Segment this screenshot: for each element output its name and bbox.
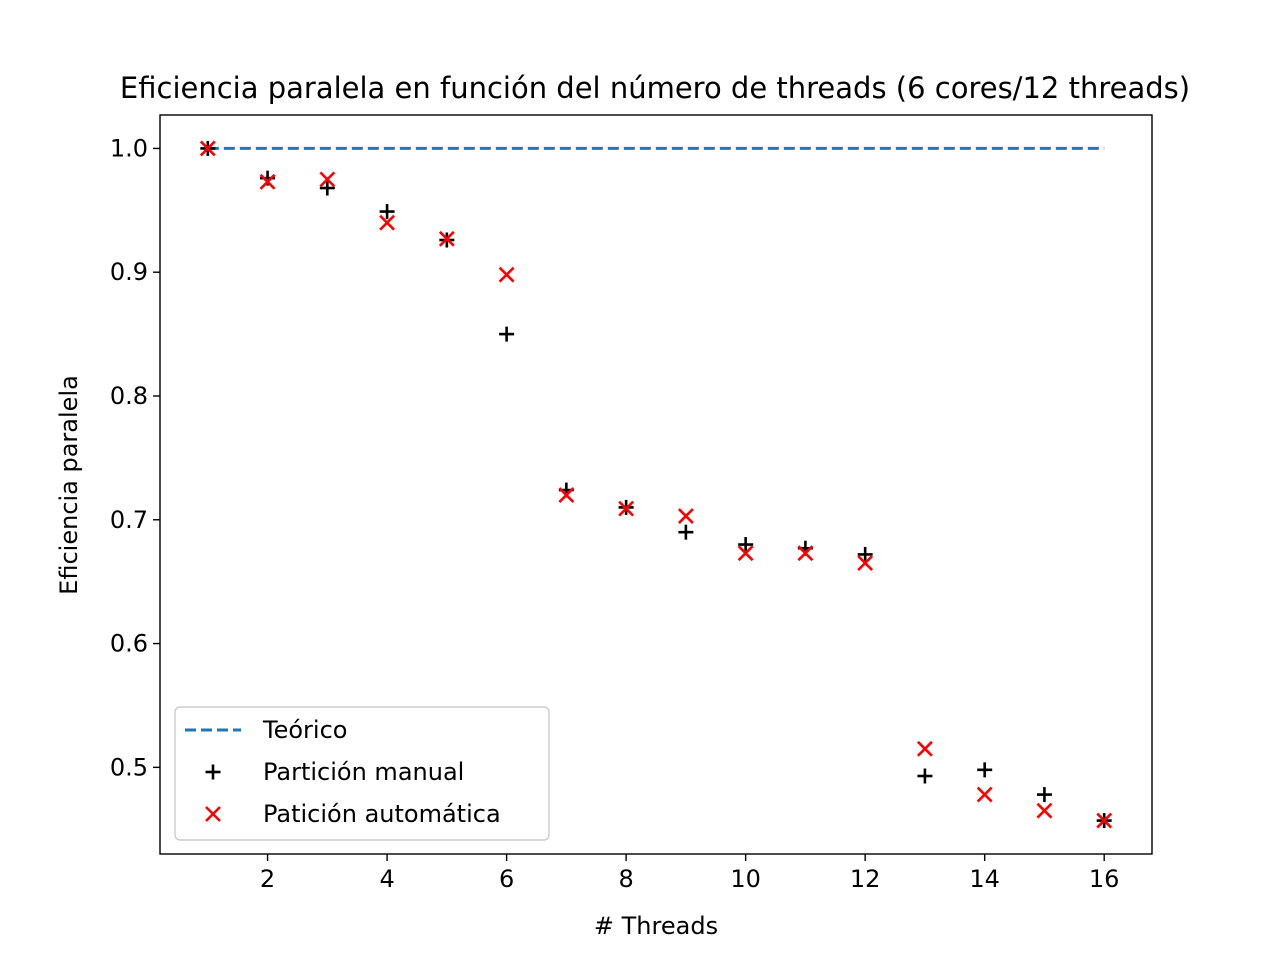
legend-label: Teórico bbox=[262, 716, 347, 744]
chart-title: Eficiencia paralela en función del númer… bbox=[120, 71, 1190, 105]
x-tick-label: 4 bbox=[379, 865, 394, 893]
point-manual bbox=[738, 537, 754, 553]
legend-swatch-automatica bbox=[205, 806, 221, 822]
y-tick-label: 0.9 bbox=[110, 258, 148, 286]
legend-box bbox=[174, 706, 550, 841]
point-automatica bbox=[259, 173, 276, 190]
legend-label: Patición automática bbox=[263, 800, 501, 828]
point-manual bbox=[917, 768, 933, 784]
x-axis-label: # Threads bbox=[594, 912, 718, 940]
point-automatica bbox=[319, 171, 336, 188]
x-stroke-2 bbox=[677, 508, 694, 524]
point-manual bbox=[379, 204, 395, 220]
y-tick-label: 1.0 bbox=[110, 134, 148, 162]
y-tick-label: 0.8 bbox=[110, 382, 148, 410]
x-stroke-2 bbox=[205, 806, 221, 822]
point-automatica bbox=[379, 214, 396, 231]
point-automatica bbox=[737, 545, 754, 562]
legend-swatch-manual bbox=[205, 764, 221, 780]
point-automatica bbox=[857, 555, 874, 572]
x-stroke-2 bbox=[379, 214, 396, 231]
x-tick-label: 2 bbox=[260, 865, 275, 893]
x-stroke-2 bbox=[259, 173, 276, 190]
point-manual bbox=[678, 524, 694, 540]
point-automatica bbox=[618, 500, 635, 517]
x-stroke-2 bbox=[1096, 812, 1113, 829]
x-stroke-2 bbox=[797, 545, 814, 562]
x-stroke-2 bbox=[1036, 802, 1053, 819]
point-automatica bbox=[558, 487, 575, 503]
legend: Teórico Partición manual Patición automáti… bbox=[174, 706, 550, 841]
x-stroke-2 bbox=[438, 230, 455, 247]
x-stroke-2 bbox=[498, 266, 515, 283]
x-stroke-2 bbox=[916, 740, 933, 757]
point-manual bbox=[499, 326, 515, 342]
point-automatica bbox=[916, 740, 933, 757]
y-axis-label: Eficiencia paralela bbox=[55, 375, 83, 595]
x-stroke-2 bbox=[976, 786, 993, 803]
plot-area: 2 4 6 8 10 12 14 16 0.5 0.6 0.7 0.8 0.9 1.0 bbox=[110, 114, 1153, 893]
point-automatica bbox=[498, 266, 515, 283]
x-tick-label: 10 bbox=[730, 865, 761, 893]
point-automatica bbox=[797, 545, 814, 562]
point-automatica bbox=[438, 230, 455, 247]
point-automatica bbox=[1036, 802, 1053, 819]
x-tick-label: 8 bbox=[618, 865, 633, 893]
x-stroke-2 bbox=[199, 140, 216, 157]
point-manual bbox=[1036, 787, 1052, 803]
y-tick-label: 0.5 bbox=[110, 753, 148, 781]
x-stroke-2 bbox=[618, 500, 635, 517]
y-tick-label: 0.7 bbox=[110, 506, 148, 534]
point-automatica bbox=[976, 786, 993, 803]
point-manual bbox=[977, 762, 993, 778]
point-manual bbox=[857, 546, 873, 562]
x-stroke-2 bbox=[857, 555, 874, 572]
point-automatica bbox=[199, 140, 216, 157]
x-stroke-2 bbox=[319, 171, 336, 188]
x-stroke-2 bbox=[558, 487, 575, 503]
point-automatica bbox=[1096, 812, 1113, 829]
point-automatica bbox=[677, 508, 694, 524]
x-tick-label: 12 bbox=[850, 865, 881, 893]
x-tick-label: 16 bbox=[1089, 865, 1120, 893]
y-tick-label: 0.6 bbox=[110, 630, 148, 658]
axes-frame bbox=[159, 114, 1153, 855]
x-tick-label: 14 bbox=[969, 865, 1000, 893]
x-tick-label: 6 bbox=[499, 865, 514, 893]
point-manual bbox=[319, 180, 335, 196]
legend-label: Partición manual bbox=[263, 758, 464, 786]
x-stroke-2 bbox=[737, 545, 754, 562]
